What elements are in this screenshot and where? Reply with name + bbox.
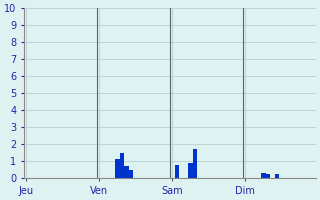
Bar [266,174,270,178]
Bar [261,173,266,178]
Bar [129,170,133,178]
Bar [115,159,120,178]
Bar [193,149,197,178]
Bar [124,166,129,178]
Bar [275,174,279,178]
Bar [188,163,193,178]
Bar [174,165,179,178]
Bar [120,153,124,178]
